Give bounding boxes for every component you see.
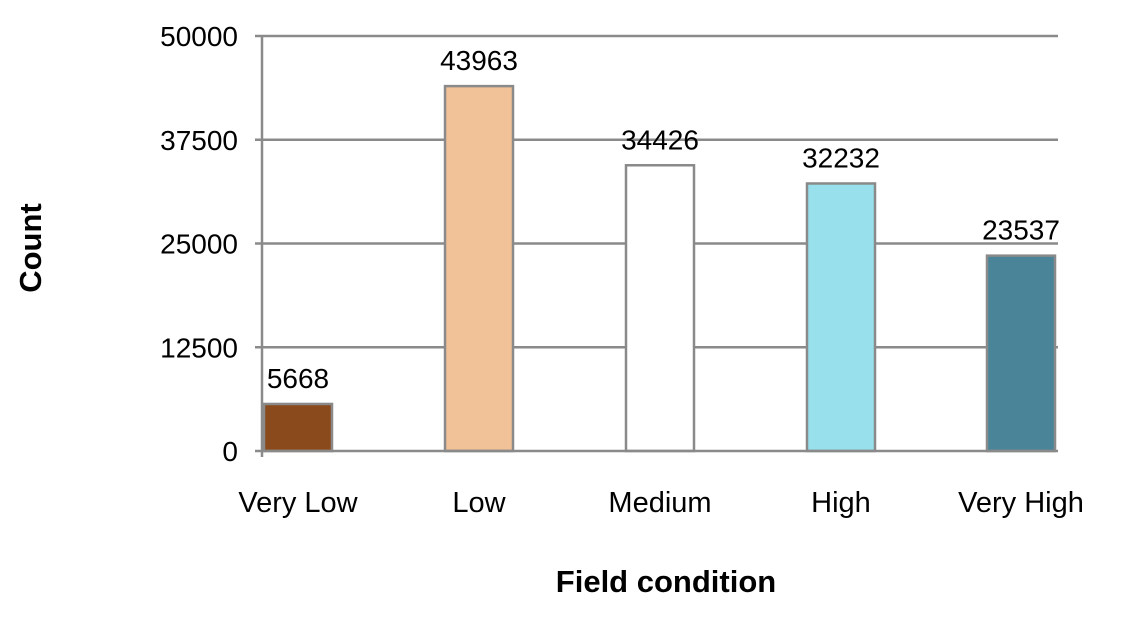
data-label: 5668: [267, 363, 329, 394]
bar-very-high: [985, 254, 1057, 453]
x-category-label: High: [811, 487, 871, 519]
x-category-label: Low: [452, 487, 506, 519]
y-axis-ticks: 0 12500 25000 37500 50000: [160, 21, 262, 467]
x-axis-title: Field condition: [556, 564, 776, 599]
data-label: 34426: [621, 124, 699, 155]
y-tick-label: 0: [222, 436, 238, 467]
data-label: 43963: [440, 45, 518, 76]
x-axis-labels: Very Low Low Medium High Very High: [238, 487, 1084, 519]
x-category-label: Medium: [608, 487, 711, 519]
bar-high: [805, 182, 877, 453]
y-tick-label: 12500: [160, 332, 238, 363]
y-tick-label: 25000: [160, 229, 238, 260]
x-category-label: Very Low: [238, 487, 358, 519]
data-label: 32232: [802, 142, 880, 173]
bar-low: [443, 84, 515, 453]
x-category-label: Very High: [958, 487, 1084, 519]
bar-medium: [624, 164, 696, 453]
y-tick-label: 37500: [160, 125, 238, 156]
bar-very-low: [262, 402, 334, 453]
y-axis-title: Count: [13, 203, 48, 293]
y-tick-label: 50000: [160, 21, 238, 52]
bars: 5668 43963 34426 32232 23537: [262, 45, 1060, 453]
data-label: 23537: [982, 215, 1060, 246]
